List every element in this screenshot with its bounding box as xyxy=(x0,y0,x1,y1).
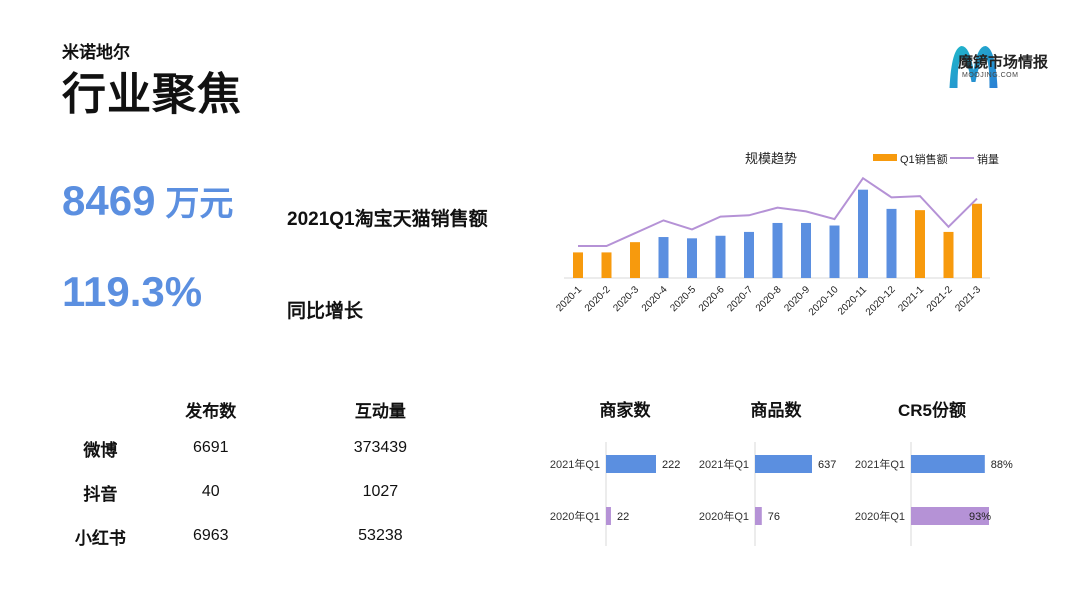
post-count: 6963 xyxy=(192,527,229,544)
trend-bar xyxy=(772,222,783,278)
product-count-category-label: 2020年Q1 xyxy=(699,509,749,523)
x-tick-label: 2020-4 xyxy=(640,284,670,314)
page-title: 行业聚焦 xyxy=(62,70,242,119)
product-count-value-label: 76 xyxy=(768,511,780,523)
trend-bar xyxy=(886,208,897,278)
cr5-share-bar xyxy=(911,507,989,525)
interaction-count: 53238 xyxy=(358,527,403,544)
social-table: 发布数 互动量 微博 6691 373439 抖音 40 1027 小红书 69… xyxy=(60,392,480,558)
platform-name: 小红书 xyxy=(74,528,126,548)
comparison-charts: 2021年Q1 222 2020年Q1 22 2021年Q1 637 2020年Q1 76 20… xyxy=(550,442,1013,546)
cr5-share-bar xyxy=(911,455,985,473)
product-count-bar xyxy=(755,507,762,525)
trend-bar xyxy=(972,203,982,278)
platform-name: 微博 xyxy=(83,440,118,460)
header-posts: 发布数 xyxy=(185,401,237,421)
kpi-yoy-label: 同比增长 xyxy=(287,301,364,322)
header-interactions: 互动量 xyxy=(354,401,406,421)
kpi-yoy-value: 119.3% xyxy=(62,268,203,315)
trend-bar xyxy=(687,238,697,278)
table-header-row: 发布数 互动量 xyxy=(60,392,480,426)
x-tick-label: 2020-8 xyxy=(754,284,784,314)
kpi-sales: 8469 万元 xyxy=(62,176,233,225)
trend-bar xyxy=(858,189,868,278)
kpi-sales-label: 2021Q1淘宝天猫销售额 xyxy=(287,209,488,230)
cr5-share-title: CR5份额 xyxy=(897,401,966,420)
cr5-share-value-label: 88% xyxy=(991,459,1013,471)
legend-swatch-bars xyxy=(873,154,897,161)
trend-bar xyxy=(630,242,640,278)
x-tick-label: 2020-10 xyxy=(807,284,841,318)
product-count-title: 商品数 xyxy=(750,401,802,420)
post-count: 6691 xyxy=(192,439,229,456)
trend-bar xyxy=(601,252,612,278)
merchant-count-category-label: 2020年Q1 xyxy=(550,509,600,523)
product-count-bar xyxy=(755,455,812,473)
logo-domain: MOOJING.COM xyxy=(962,72,1019,79)
merchant-count-bar xyxy=(606,507,611,525)
trend-bar xyxy=(658,237,669,278)
x-tick-label: 2020-1 xyxy=(554,284,584,314)
kpi-sales-unit: 万元 xyxy=(165,185,234,223)
platform-name: 抖音 xyxy=(83,484,118,504)
brand-name: 米诺地尔 xyxy=(62,43,130,62)
kpi-sales-value: 8469 xyxy=(62,177,156,224)
merchant-count-value-label: 22 xyxy=(617,511,629,523)
x-tick-label: 2021-1 xyxy=(896,284,926,314)
trend-chart-title: 规模趋势 xyxy=(745,151,797,166)
x-tick-label: 2020-7 xyxy=(725,284,755,314)
legend-label-line: 销量 xyxy=(977,152,999,166)
post-count: 40 xyxy=(201,483,220,500)
cr5-share-category-label: 2021年Q1 xyxy=(855,457,905,471)
trend-bar xyxy=(715,235,726,278)
x-tick-label: 2020-12 xyxy=(864,284,898,318)
cr5-share-category-label: 2020年Q1 xyxy=(855,509,905,523)
trend-bar xyxy=(943,231,954,278)
trend-bar xyxy=(573,252,583,278)
table-row: 微博 6691 373439 xyxy=(60,426,480,470)
moojing-logo xyxy=(949,46,998,88)
x-tick-label: 2020-2 xyxy=(583,284,613,314)
merchant-count-category-label: 2021年Q1 xyxy=(550,457,600,471)
merchant-count-bar xyxy=(606,455,656,473)
trend-bar xyxy=(829,225,840,278)
cr5-share-value-label: 93% xyxy=(969,511,991,523)
x-tick-label: 2020-6 xyxy=(697,284,727,314)
x-tick-label: 2020-3 xyxy=(611,284,641,314)
legend-label-bars: Q1销售额 xyxy=(900,152,948,166)
product-count-category-label: 2021年Q1 xyxy=(699,457,749,471)
trend-line xyxy=(578,176,978,247)
table-row: 小红书 6963 53238 xyxy=(60,514,480,558)
interaction-count: 373439 xyxy=(353,439,408,456)
x-tick-label: 2021-3 xyxy=(953,284,983,314)
merchant-count-title: 商家数 xyxy=(599,401,651,420)
logo-text: 魔镜市场情报 xyxy=(958,54,1049,71)
header-platform xyxy=(60,392,141,426)
merchant-count-value-label: 222 xyxy=(662,459,680,471)
x-tick-label: 2021-2 xyxy=(925,284,955,314)
interaction-count: 1027 xyxy=(362,483,399,500)
product-count-value-label: 637 xyxy=(818,459,836,471)
table-row: 抖音 40 1027 xyxy=(60,470,480,514)
trend-chart: 规模趋势 Q1销售额 销量2020-12020-22020-32020-42020-… xyxy=(554,151,999,318)
trend-bar xyxy=(801,222,811,278)
trend-bar xyxy=(915,210,925,278)
x-tick-label: 2020-11 xyxy=(836,284,870,318)
trend-bar xyxy=(744,231,754,278)
x-tick-label: 2020-5 xyxy=(668,284,698,314)
